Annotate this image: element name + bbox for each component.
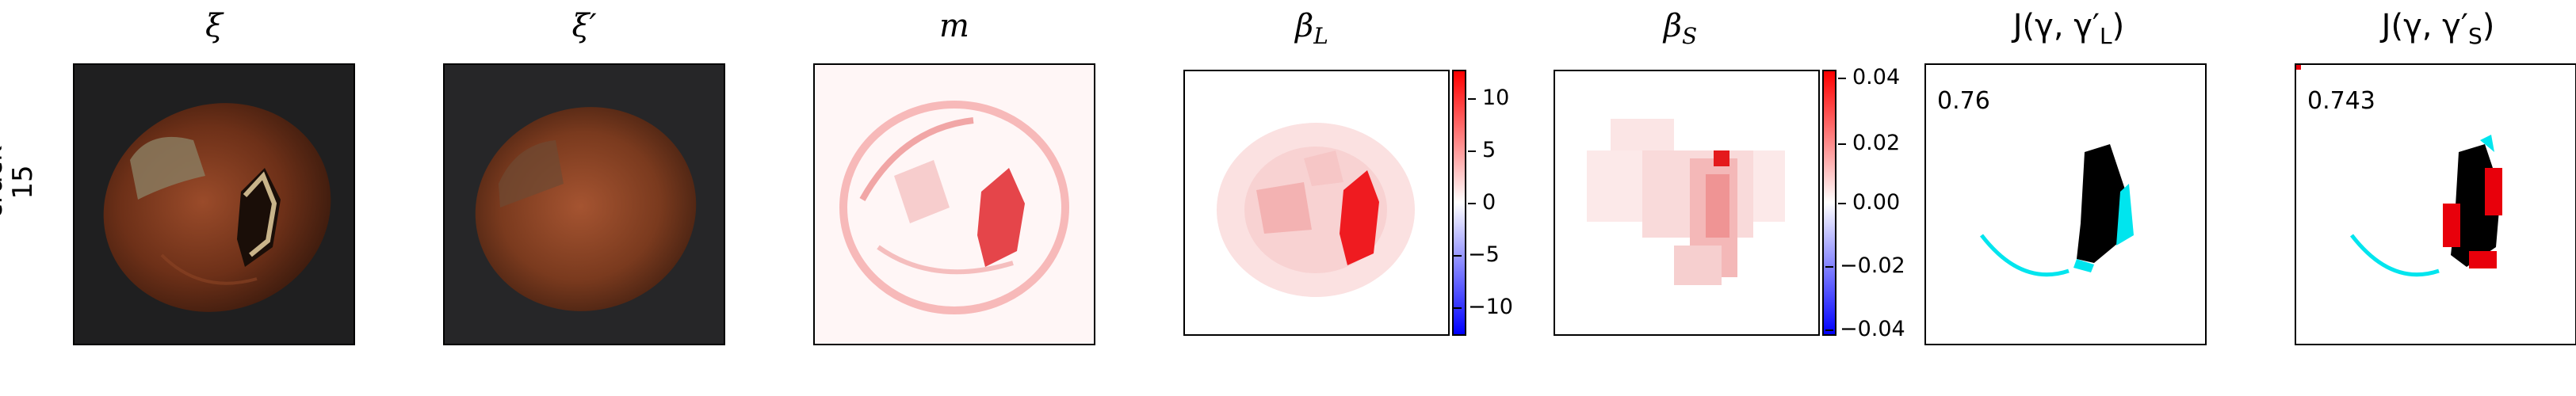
colorbar-L-tick: 10 [1467,86,1510,110]
colorbar-L-tick: 0 [1467,190,1496,215]
colorbar-beta-S [1822,70,1836,336]
colorbar-L-tick: −10 [1454,295,1513,319]
colorbar-S-tick: 0.02 [1837,131,1901,155]
panel-title-beta-L: βL [1295,8,1328,49]
overlay-J-L: 0.76 [1924,63,2207,345]
colorbar-L-tick: 5 [1467,138,1496,162]
image-xi-prime [443,63,725,345]
panel-title-xi: ξ [204,8,224,44]
image-xi [73,63,355,345]
colorbar-L-tick: −5 [1454,242,1500,267]
map-beta-S [1554,70,1820,336]
iou-score-L: 0.76 [1937,87,1990,115]
panel-title-J-L: J(γ, γ′L) [2012,8,2125,49]
colorbar-S-tick: 0.00 [1837,190,1901,215]
panel-title-xi-prime: ξ′ [571,8,597,44]
colorbar-beta-L [1452,70,1466,336]
map-beta-L [1183,70,1450,336]
overlay-J-S: 0.743 [2295,63,2576,345]
map-m [813,63,1095,345]
colorbar-S-tick: 0.04 [1837,65,1901,89]
colorbar-S-tick: −0.04 [1825,317,1905,341]
iou-score-S: 0.743 [2307,87,2375,115]
panel-title-J-S: J(γ, γ′S) [2381,8,2495,49]
row-label-index: 15 [7,165,39,200]
panel-title-beta-S: βS [1663,8,1698,49]
colorbar-S-tick: −0.02 [1825,253,1905,278]
panel-title-m: m [939,8,969,44]
